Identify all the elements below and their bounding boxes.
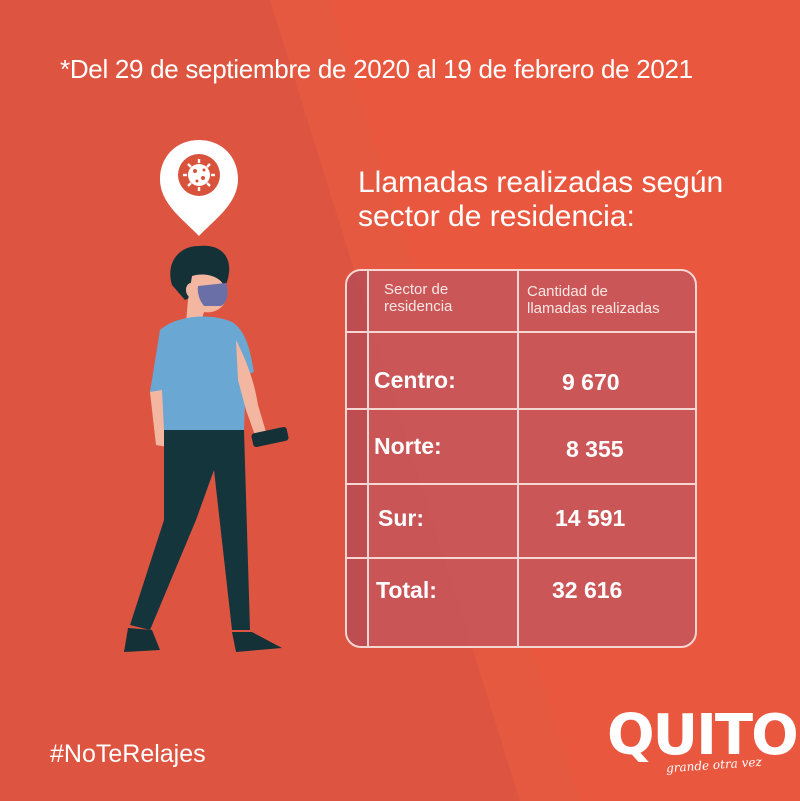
header-cantidad-line: llamadas realizadas bbox=[527, 300, 660, 317]
table-divider bbox=[517, 271, 519, 646]
table-divider bbox=[367, 271, 369, 646]
table-divider bbox=[347, 557, 695, 559]
date-range-note: *Del 29 de septiembre de 2020 al 19 de f… bbox=[60, 54, 693, 84]
quito-logo-wordmark: QUITO bbox=[607, 703, 799, 768]
table-divider bbox=[347, 408, 695, 410]
table-divider bbox=[347, 483, 695, 485]
row-label-norte: Norte: bbox=[374, 433, 442, 459]
calls-table: Sector de residencia Cantidad de llamada… bbox=[345, 269, 697, 648]
row-label-total: Total: bbox=[376, 577, 437, 603]
header-cantidad-line: Cantidad de bbox=[527, 283, 608, 300]
header-sector-line: residencia bbox=[384, 298, 453, 315]
virus-location-pin-icon bbox=[160, 140, 238, 236]
row-value-total: 32 616 bbox=[552, 577, 623, 603]
row-value-centro: 9 670 bbox=[562, 369, 620, 395]
row-label-centro: Centro: bbox=[374, 367, 456, 393]
person-with-mask-illustration bbox=[124, 245, 289, 652]
hashtag: #NoTeRelajes bbox=[50, 740, 206, 768]
headline-line-2: sector de residencia: bbox=[358, 200, 635, 233]
row-value-sur: 14 591 bbox=[555, 505, 626, 531]
row-label-sur: Sur: bbox=[378, 505, 424, 531]
phone-icon bbox=[251, 426, 289, 448]
headline: Llamadas realizadas según sector de resi… bbox=[358, 166, 778, 234]
row-value-norte: 8 355 bbox=[566, 436, 624, 462]
header-sector-line: Sector de bbox=[384, 281, 449, 298]
header-cantidad: Cantidad de llamadas realizadas bbox=[527, 283, 660, 317]
header-sector: Sector de residencia bbox=[384, 281, 452, 315]
table-margin-column bbox=[347, 271, 367, 646]
table-divider bbox=[347, 331, 695, 333]
headline-line-1: Llamadas realizadas según bbox=[358, 166, 724, 199]
